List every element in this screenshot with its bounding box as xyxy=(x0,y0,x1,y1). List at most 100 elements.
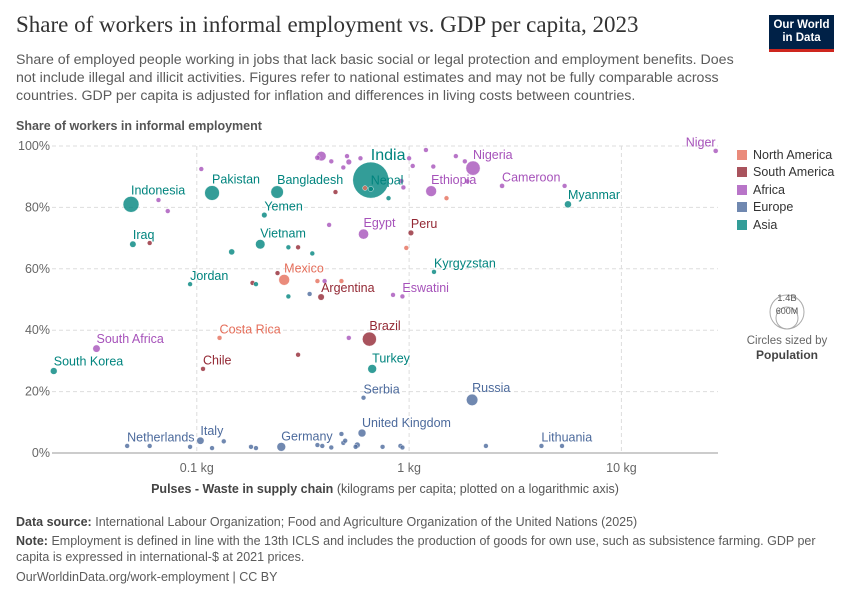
data-point xyxy=(187,444,193,450)
data-point xyxy=(228,248,235,256)
data-point xyxy=(248,444,254,450)
y-tick-label: 60% xyxy=(25,262,50,276)
owid-logo[interactable]: Our World in Data xyxy=(769,15,834,52)
data-point xyxy=(200,366,206,372)
y-tick-label: 20% xyxy=(25,385,50,399)
point-label: Italy xyxy=(200,424,224,438)
point-label: Argentina xyxy=(321,281,375,295)
data-point xyxy=(147,443,153,449)
data-point xyxy=(216,335,223,341)
point-label: Nigeria xyxy=(473,148,513,162)
x-axis-label-rest: (kilograms per capita; plotted on a loga… xyxy=(336,482,619,496)
data-point xyxy=(462,158,468,164)
data-point xyxy=(122,196,140,213)
data-point xyxy=(198,166,204,172)
data-point xyxy=(344,153,350,159)
data-point xyxy=(403,245,409,251)
data-point xyxy=(155,197,162,203)
legend-label: Africa xyxy=(753,182,785,197)
point-label: India xyxy=(371,147,406,164)
data-point xyxy=(352,161,389,199)
data-point xyxy=(358,228,369,240)
data-point xyxy=(326,222,332,228)
data-point xyxy=(431,269,437,275)
point-label: Bangladesh xyxy=(277,173,343,187)
point-label: Peru xyxy=(411,217,437,231)
point-label: Brazil xyxy=(369,319,400,333)
point-label: Lithuania xyxy=(541,431,592,445)
data-point xyxy=(147,240,153,246)
data-point xyxy=(261,212,268,219)
data-point xyxy=(221,438,227,444)
legend-swatch xyxy=(737,167,747,178)
point-label: Pakistan xyxy=(212,173,260,187)
data-point xyxy=(425,185,437,197)
data-point xyxy=(270,185,284,199)
data-source: Data source: International Labour Organi… xyxy=(16,514,816,530)
point-label: Ethiopia xyxy=(431,173,476,187)
note: Note: Employment is defined in line with… xyxy=(16,533,816,565)
data-point xyxy=(713,148,719,154)
data-point xyxy=(92,344,101,353)
data-point xyxy=(50,367,58,375)
data-point xyxy=(307,291,313,297)
point-label: Kyrgyzstan xyxy=(434,256,496,270)
data-point xyxy=(328,444,334,451)
y-tick-label: 80% xyxy=(25,200,50,214)
size-legend-big: 1.4B xyxy=(777,293,797,304)
point-label: Mexico xyxy=(284,261,324,275)
data-point xyxy=(559,443,565,449)
data-point xyxy=(309,250,315,257)
point-label: Germany xyxy=(281,429,333,443)
legend-item[interactable]: South America xyxy=(737,164,834,182)
data-point xyxy=(253,281,259,287)
legend-item[interactable]: Europe xyxy=(737,199,834,217)
data-point xyxy=(398,178,405,184)
data-point xyxy=(453,153,459,159)
y-tick-label: 100% xyxy=(18,139,50,153)
data-point xyxy=(165,208,171,214)
point-label: Serbia xyxy=(364,382,400,396)
data-point xyxy=(338,278,345,284)
footer-url[interactable]: OurWorldinData.org/work-employment | CC … xyxy=(16,570,278,584)
data-point xyxy=(278,274,290,286)
point-label: Russia xyxy=(472,381,510,395)
point-label: Netherlands xyxy=(127,431,194,445)
legend-swatch xyxy=(737,219,747,230)
size-legend: 1.4B 600M Circles sized by Population xyxy=(737,290,837,363)
data-point xyxy=(204,185,220,201)
data-point xyxy=(407,229,414,236)
data-point xyxy=(464,178,470,184)
y-axis-label: Share of workers in informal employment xyxy=(16,119,262,133)
data-point xyxy=(314,154,321,161)
logo-line1: Our World xyxy=(773,19,830,31)
legend-item[interactable]: Asia xyxy=(737,216,834,234)
data-point xyxy=(538,443,545,449)
x-axis-label: Pulses - Waste in supply chain (kilogram… xyxy=(0,482,770,496)
source-text: International Labour Organization; Food … xyxy=(95,515,638,529)
size-legend-circles: 1.4B 600M xyxy=(769,293,805,330)
data-point xyxy=(314,442,321,448)
note-label: Note: xyxy=(16,534,48,548)
data-point xyxy=(342,438,348,444)
x-tick-label: 10 kg xyxy=(606,461,637,475)
size-legend-caption: Circles sized by xyxy=(746,335,828,347)
legend-label: North America xyxy=(753,147,833,162)
data-point xyxy=(362,331,377,347)
data-point xyxy=(400,184,407,191)
data-point xyxy=(209,445,215,451)
point-label: Egypt xyxy=(364,216,396,230)
point-label: United Kingdom xyxy=(362,416,451,430)
data-point xyxy=(322,278,328,284)
data-point xyxy=(340,164,346,171)
legend-item[interactable]: North America xyxy=(737,146,834,164)
data-point xyxy=(124,443,130,449)
data-point xyxy=(357,155,364,161)
legend-item[interactable]: Africa xyxy=(737,181,834,199)
data-point xyxy=(399,293,406,300)
x-axis-label-bold: Pulses - Waste in supply chain xyxy=(151,482,334,496)
y-tick-label: 0% xyxy=(32,446,50,460)
point-label: Turkey xyxy=(372,351,410,365)
data-point xyxy=(314,278,321,284)
data-point xyxy=(255,239,266,250)
